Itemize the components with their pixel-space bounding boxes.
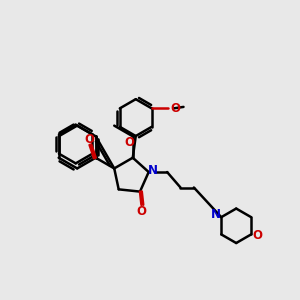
Text: N: N (148, 164, 158, 177)
Text: O: O (85, 133, 95, 146)
Text: N: N (211, 208, 221, 221)
Text: O: O (136, 205, 146, 218)
Text: O: O (170, 102, 181, 115)
Text: O: O (252, 230, 262, 242)
Text: O: O (125, 136, 135, 149)
